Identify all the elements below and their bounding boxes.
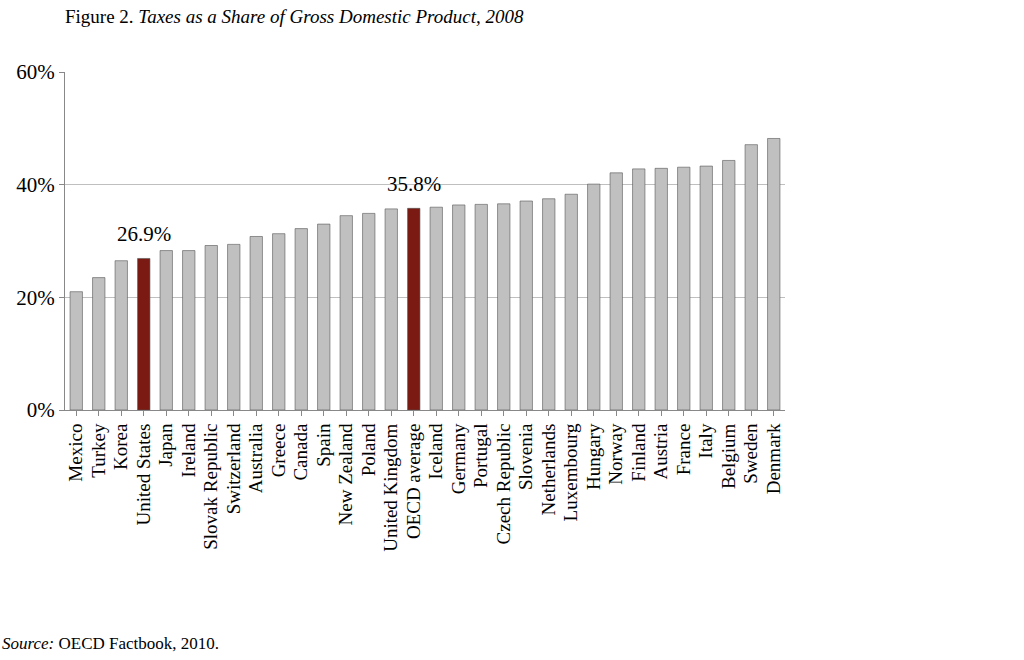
svg-text:Canada: Canada [290, 423, 311, 481]
svg-text:Switzerland: Switzerland [223, 423, 244, 514]
svg-text:Greece: Greece [268, 424, 289, 478]
svg-text:Luxembourg: Luxembourg [560, 423, 581, 521]
svg-text:Spain: Spain [313, 423, 334, 467]
svg-text:Slovenia: Slovenia [515, 423, 536, 490]
svg-text:Germany: Germany [448, 423, 469, 494]
svg-text:Finland: Finland [628, 423, 649, 482]
svg-text:Ireland: Ireland [178, 423, 199, 477]
svg-text:United Kingdom: United Kingdom [380, 423, 401, 551]
svg-text:0%: 0% [27, 398, 55, 422]
svg-text:Netherlands: Netherlands [538, 424, 559, 516]
svg-text:Czech Republic: Czech Republic [493, 424, 514, 545]
svg-text:Figure 2. Taxes as a Share of: Figure 2. Taxes as a Share of Gross Dome… [65, 6, 524, 27]
svg-text:Source: OECD Factbook, 2010.: Source: OECD Factbook, 2010. [2, 634, 219, 653]
svg-text:Iceland: Iceland [425, 423, 446, 479]
svg-text:60%: 60% [16, 60, 55, 84]
svg-text:35.8%: 35.8% [387, 172, 441, 196]
svg-text:OECD average: OECD average [403, 424, 424, 540]
svg-text:Italy: Italy [695, 423, 716, 458]
svg-text:Korea: Korea [110, 423, 131, 470]
svg-text:Slovak Republic: Slovak Republic [200, 424, 221, 550]
svg-text:United States: United States [133, 424, 154, 526]
svg-text:Mexico: Mexico [65, 424, 86, 482]
svg-text:France: France [673, 424, 694, 476]
svg-text:26.9%: 26.9% [117, 222, 171, 246]
svg-text:Norway: Norway [605, 423, 626, 485]
svg-text:20%: 20% [16, 286, 55, 310]
svg-text:Turkey: Turkey [88, 423, 109, 478]
svg-text:Hungary: Hungary [583, 423, 604, 490]
svg-text:Poland: Poland [358, 423, 379, 476]
svg-text:New Zealand: New Zealand [335, 423, 356, 525]
svg-text:Sweden: Sweden [740, 423, 761, 484]
svg-text:40%: 40% [16, 173, 55, 197]
svg-text:Denmark: Denmark [763, 423, 784, 494]
svg-text:Australia: Australia [245, 423, 266, 493]
svg-text:Belgium: Belgium [718, 423, 739, 489]
svg-text:Japan: Japan [155, 423, 176, 467]
svg-text:Portugal: Portugal [470, 424, 491, 488]
svg-text:Austria: Austria [650, 423, 671, 480]
